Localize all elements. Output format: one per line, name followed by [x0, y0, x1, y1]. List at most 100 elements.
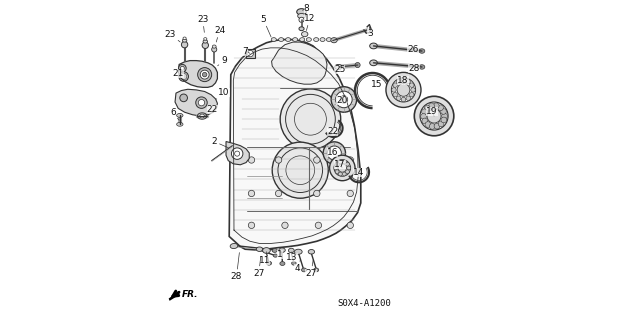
Ellipse shape: [386, 72, 421, 108]
Ellipse shape: [347, 157, 353, 163]
Text: S0X4-A1200: S0X4-A1200: [337, 299, 391, 308]
Ellipse shape: [326, 38, 332, 42]
Ellipse shape: [327, 146, 341, 160]
Ellipse shape: [177, 123, 183, 126]
Text: 22: 22: [327, 127, 339, 136]
Ellipse shape: [419, 49, 425, 53]
Text: 6: 6: [170, 108, 179, 120]
Text: 4: 4: [294, 260, 300, 273]
Ellipse shape: [393, 92, 397, 97]
Ellipse shape: [292, 38, 298, 42]
Ellipse shape: [248, 222, 255, 228]
Text: 25: 25: [334, 65, 346, 74]
Ellipse shape: [316, 222, 321, 228]
Ellipse shape: [335, 64, 342, 69]
Ellipse shape: [370, 60, 378, 66]
Ellipse shape: [334, 166, 338, 170]
Ellipse shape: [204, 38, 207, 40]
Text: 8: 8: [303, 4, 310, 13]
Ellipse shape: [301, 32, 308, 37]
Ellipse shape: [289, 248, 294, 253]
Ellipse shape: [314, 190, 320, 197]
Ellipse shape: [422, 118, 428, 124]
Ellipse shape: [314, 268, 319, 272]
Text: 24: 24: [214, 26, 225, 42]
Ellipse shape: [200, 114, 204, 118]
Ellipse shape: [323, 142, 346, 164]
Text: 14: 14: [353, 168, 364, 177]
Text: 18: 18: [397, 76, 408, 85]
Text: 12: 12: [304, 14, 316, 30]
Text: 19: 19: [426, 107, 438, 116]
Ellipse shape: [320, 38, 325, 42]
Ellipse shape: [441, 117, 447, 123]
Text: 28: 28: [231, 252, 242, 281]
Ellipse shape: [397, 84, 410, 96]
Text: 27: 27: [253, 257, 264, 278]
Ellipse shape: [438, 105, 444, 111]
Ellipse shape: [301, 268, 307, 272]
Ellipse shape: [347, 190, 353, 197]
Ellipse shape: [438, 121, 444, 127]
Ellipse shape: [342, 172, 346, 176]
Text: 27: 27: [305, 260, 317, 278]
Text: 16: 16: [327, 148, 339, 157]
Ellipse shape: [212, 45, 216, 48]
Ellipse shape: [339, 160, 342, 164]
Text: 28: 28: [408, 64, 420, 73]
Ellipse shape: [275, 190, 282, 197]
Ellipse shape: [396, 96, 401, 100]
Text: 17: 17: [334, 160, 346, 169]
Ellipse shape: [427, 109, 441, 123]
Ellipse shape: [335, 91, 352, 108]
Text: 26: 26: [407, 44, 419, 54]
Ellipse shape: [180, 66, 184, 70]
Ellipse shape: [181, 42, 188, 48]
Ellipse shape: [411, 88, 415, 92]
Polygon shape: [175, 89, 218, 116]
Polygon shape: [178, 60, 218, 87]
Ellipse shape: [247, 50, 253, 57]
Text: 21: 21: [173, 69, 184, 78]
Ellipse shape: [200, 70, 209, 79]
Ellipse shape: [314, 38, 319, 42]
Text: 15: 15: [371, 80, 383, 89]
Ellipse shape: [393, 83, 397, 87]
Ellipse shape: [401, 78, 406, 83]
Ellipse shape: [347, 222, 353, 228]
Ellipse shape: [273, 254, 278, 257]
Ellipse shape: [346, 162, 349, 166]
Ellipse shape: [278, 38, 284, 42]
Ellipse shape: [196, 97, 207, 108]
Text: 13: 13: [286, 252, 298, 262]
Ellipse shape: [406, 79, 410, 84]
Ellipse shape: [334, 160, 351, 176]
Ellipse shape: [429, 103, 435, 109]
Ellipse shape: [406, 96, 410, 100]
Ellipse shape: [248, 157, 255, 163]
Ellipse shape: [272, 142, 328, 198]
Ellipse shape: [419, 65, 425, 69]
Ellipse shape: [297, 9, 307, 15]
Ellipse shape: [335, 162, 339, 166]
Ellipse shape: [420, 114, 426, 119]
Ellipse shape: [340, 96, 348, 103]
Ellipse shape: [212, 47, 217, 52]
Ellipse shape: [256, 247, 262, 252]
Ellipse shape: [338, 164, 346, 172]
Ellipse shape: [314, 157, 320, 163]
Ellipse shape: [202, 72, 207, 77]
Ellipse shape: [279, 248, 285, 252]
Text: 3: 3: [367, 27, 373, 38]
Ellipse shape: [292, 261, 296, 265]
Ellipse shape: [198, 100, 205, 106]
Ellipse shape: [203, 40, 207, 43]
Ellipse shape: [410, 83, 414, 87]
Ellipse shape: [299, 27, 304, 31]
Ellipse shape: [422, 109, 428, 115]
Text: 22: 22: [206, 105, 218, 116]
Ellipse shape: [230, 244, 238, 249]
Ellipse shape: [202, 42, 209, 49]
Ellipse shape: [198, 68, 212, 82]
Ellipse shape: [347, 166, 351, 170]
